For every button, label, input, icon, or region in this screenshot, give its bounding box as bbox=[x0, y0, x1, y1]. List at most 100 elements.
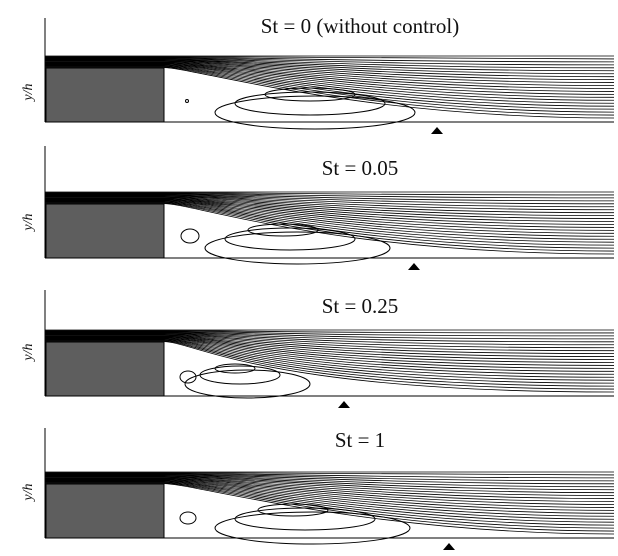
streamline bbox=[45, 194, 615, 211]
streamline bbox=[45, 336, 615, 369]
streamline bbox=[45, 474, 615, 491]
panel-title: St = 0 (without control) bbox=[260, 14, 460, 38]
streamline bbox=[45, 199, 615, 234]
streamline bbox=[45, 60, 615, 83]
streamline-plot bbox=[44, 146, 615, 270]
streamline bbox=[45, 199, 615, 237]
streamline bbox=[45, 66, 615, 116]
streamline bbox=[45, 334, 615, 355]
reattachment-marker bbox=[443, 543, 455, 550]
streamline bbox=[45, 480, 615, 520]
panel-st-0: St = 0 (without control) y/h bbox=[0, 0, 618, 140]
reattachment-marker bbox=[408, 263, 420, 270]
streamline bbox=[45, 336, 615, 366]
streamline bbox=[45, 337, 615, 372]
streamline bbox=[45, 56, 615, 63]
recirculation-contour bbox=[214, 363, 256, 374]
recirculation-contour bbox=[199, 365, 281, 385]
streamline bbox=[45, 474, 615, 488]
streamline bbox=[45, 480, 615, 523]
panel-st-1: St = 1 y/h bbox=[0, 420, 618, 556]
streamline bbox=[45, 60, 615, 81]
streamline bbox=[45, 481, 615, 526]
streamline bbox=[45, 332, 615, 346]
panel-title: St = 0.05 bbox=[321, 156, 399, 180]
streamline bbox=[45, 337, 615, 375]
streamline bbox=[45, 196, 615, 217]
corner-vortex bbox=[179, 511, 197, 525]
streamline bbox=[45, 194, 615, 208]
streamline bbox=[45, 478, 615, 508]
streamline bbox=[45, 197, 615, 222]
corner-vortex bbox=[180, 228, 200, 244]
streamline-plot bbox=[44, 18, 615, 134]
reattachment-marker bbox=[338, 401, 350, 408]
streamline bbox=[45, 67, 615, 119]
recirculation-contour bbox=[234, 507, 376, 531]
streamline bbox=[45, 61, 615, 86]
streamline bbox=[45, 57, 615, 66]
recirculation-contour bbox=[257, 503, 329, 517]
streamline bbox=[45, 59, 615, 78]
streamline bbox=[45, 198, 615, 231]
streamline bbox=[45, 61, 615, 89]
streamline bbox=[45, 473, 615, 485]
streamline bbox=[45, 65, 615, 110]
streamline bbox=[45, 62, 615, 95]
streamline bbox=[45, 192, 615, 196]
recirculation-contour bbox=[214, 511, 411, 545]
streamline bbox=[45, 63, 615, 98]
streamline bbox=[45, 476, 615, 499]
reattachment-marker bbox=[431, 127, 443, 134]
streamline bbox=[45, 330, 615, 334]
streamline bbox=[45, 332, 615, 349]
streamline bbox=[45, 202, 615, 252]
streamline bbox=[45, 201, 615, 246]
streamline bbox=[45, 62, 615, 92]
streamline bbox=[45, 473, 615, 482]
streamline bbox=[45, 64, 615, 107]
streamline bbox=[45, 478, 615, 511]
streamline bbox=[45, 340, 615, 390]
streamline bbox=[45, 340, 615, 387]
streamline bbox=[45, 196, 615, 219]
streamline bbox=[45, 338, 615, 378]
streamline bbox=[45, 63, 615, 101]
streamline bbox=[45, 193, 615, 205]
streamline bbox=[45, 330, 615, 337]
streamline bbox=[45, 341, 615, 393]
backward-facing-step bbox=[45, 203, 165, 259]
streamline bbox=[45, 335, 615, 363]
backward-facing-step bbox=[45, 483, 165, 539]
streamline bbox=[45, 479, 615, 514]
streamline bbox=[45, 200, 615, 243]
streamline bbox=[45, 331, 615, 340]
streamline-plot bbox=[44, 428, 615, 550]
streamline bbox=[45, 334, 615, 357]
streamline bbox=[45, 335, 615, 360]
streamline bbox=[45, 475, 615, 494]
streamline bbox=[45, 477, 615, 505]
backward-facing-step bbox=[45, 67, 165, 123]
streamline bbox=[45, 482, 615, 532]
panel-st-005: St = 0.05 y/h bbox=[0, 138, 618, 278]
streamline bbox=[45, 193, 615, 202]
recirculation-contour bbox=[184, 369, 311, 399]
panel-st-025: St = 0.25 y/h bbox=[0, 282, 618, 422]
streamline bbox=[45, 483, 615, 535]
streamline bbox=[45, 200, 615, 240]
streamline-plot bbox=[44, 290, 615, 408]
recirculation-contour bbox=[204, 231, 391, 265]
streamline bbox=[45, 58, 615, 75]
streamline bbox=[45, 58, 615, 72]
streamline bbox=[45, 64, 615, 104]
corner-vortex bbox=[185, 99, 189, 103]
streamline bbox=[45, 477, 615, 502]
streamline bbox=[45, 472, 615, 476]
streamline bbox=[45, 331, 615, 343]
streamline bbox=[45, 476, 615, 497]
recirculation-contour bbox=[234, 91, 386, 116]
panel-title: St = 1 bbox=[334, 428, 386, 452]
streamline bbox=[45, 198, 615, 228]
streamline bbox=[45, 66, 615, 113]
